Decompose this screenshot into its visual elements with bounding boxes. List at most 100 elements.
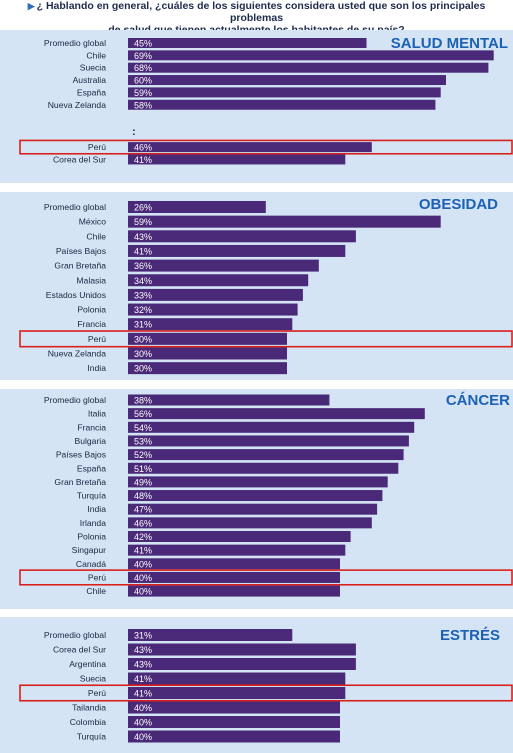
value-label: 47% <box>134 505 152 515</box>
value-label: 46% <box>134 143 152 153</box>
category-label: Promedio global <box>44 630 106 640</box>
value-label: 38% <box>134 396 152 406</box>
value-label: 48% <box>134 491 152 501</box>
value-label: 42% <box>134 532 152 542</box>
value-label: 36% <box>134 261 152 271</box>
category-label: Irlanda <box>80 518 106 528</box>
bar <box>128 362 287 375</box>
bar <box>128 687 346 699</box>
bar <box>128 303 298 316</box>
triangle-marker-icon: ▶ <box>27 1 35 11</box>
bar <box>128 347 287 360</box>
category-label: Polonia <box>77 532 106 542</box>
value-label: 32% <box>134 305 152 315</box>
highlight-box <box>19 569 513 586</box>
value-label: 41% <box>134 546 152 556</box>
value-label: 26% <box>134 203 152 213</box>
question-line-1: ▶ ¿ Hablando en general, ¿cuáles de los s… <box>0 0 513 24</box>
value-label: 33% <box>134 290 152 300</box>
category-label: Chile <box>86 586 106 596</box>
value-label: 30% <box>134 349 152 359</box>
value-label: 40% <box>134 718 152 728</box>
value-label: 40% <box>134 587 152 597</box>
bar <box>128 658 356 670</box>
bar <box>128 558 340 570</box>
category-label: Suecia <box>80 674 106 684</box>
bar <box>128 154 346 165</box>
value-label: 59% <box>134 88 152 98</box>
bar <box>128 435 409 447</box>
category-label: Bulgaria <box>74 436 106 446</box>
value-label: 41% <box>134 674 152 684</box>
value-label: 40% <box>134 703 152 713</box>
bar <box>128 50 494 61</box>
category-label: Corea del Sur <box>53 645 106 655</box>
bar <box>128 38 367 48</box>
bar <box>128 244 346 257</box>
panel-title: OBESIDAD <box>419 196 498 213</box>
value-label: 53% <box>134 436 152 446</box>
panel-title: SALUD MENTAL <box>391 35 508 52</box>
bar <box>128 701 340 714</box>
category-label: Malasia <box>76 275 106 285</box>
category-label: Gran Bretaña <box>54 477 106 487</box>
value-label: 60% <box>134 76 152 86</box>
category-label: Perú <box>88 142 106 152</box>
bar <box>128 716 340 728</box>
bar <box>128 476 388 488</box>
value-label: 45% <box>134 39 152 49</box>
category-label: Francia <box>77 422 106 432</box>
category-label: India <box>87 504 106 514</box>
value-label: 46% <box>134 518 152 528</box>
category-label: Suecia <box>80 63 106 73</box>
value-label: 41% <box>134 246 152 256</box>
category-label: Polonia <box>77 305 106 315</box>
value-label: 41% <box>134 155 152 165</box>
value-label: 43% <box>134 232 152 242</box>
value-label: 43% <box>134 645 152 655</box>
highlight-box <box>19 330 513 348</box>
bar <box>128 490 383 502</box>
value-label: 40% <box>134 573 152 583</box>
bar <box>128 142 372 153</box>
category-label: Estados Unidos <box>46 290 106 300</box>
category-label: Argentina <box>69 659 106 669</box>
category-label: Nueva Zelanda <box>48 349 107 359</box>
bar <box>128 449 404 461</box>
bar <box>128 730 340 743</box>
category-label: Chile <box>86 50 106 60</box>
value-label: 59% <box>134 217 152 227</box>
category-label: Chile <box>86 231 106 241</box>
bar <box>128 99 436 110</box>
value-label: 68% <box>134 63 152 73</box>
category-label: Tailandia <box>72 703 106 713</box>
category-label: Países Bajos <box>56 450 106 460</box>
bar <box>128 531 351 542</box>
category-label: México <box>79 217 106 227</box>
highlight-box <box>19 139 513 155</box>
category-label: Nueva Zelanda <box>48 100 107 110</box>
bar <box>128 230 356 243</box>
category-label: Países Bajos <box>56 246 106 256</box>
value-label: 69% <box>134 51 152 61</box>
bar <box>128 332 287 345</box>
category-label: España <box>77 463 106 473</box>
category-label: Promedio global <box>44 395 106 405</box>
ellipsis: : <box>132 126 136 138</box>
bar <box>128 421 415 433</box>
value-label: 31% <box>134 320 152 330</box>
value-label: 31% <box>134 631 152 641</box>
category-label: Italia <box>88 409 106 419</box>
value-label: 43% <box>134 660 152 670</box>
bar <box>128 408 425 420</box>
value-label: 30% <box>134 334 152 344</box>
bar <box>128 571 340 583</box>
bar <box>128 585 340 597</box>
value-label: 34% <box>134 276 152 286</box>
bar <box>128 259 319 272</box>
bar <box>128 462 399 474</box>
category-label: Canadá <box>76 559 106 569</box>
bar <box>128 87 441 98</box>
category-label: Turquía <box>77 491 107 501</box>
panel-title: ESTRÉS <box>440 627 500 644</box>
